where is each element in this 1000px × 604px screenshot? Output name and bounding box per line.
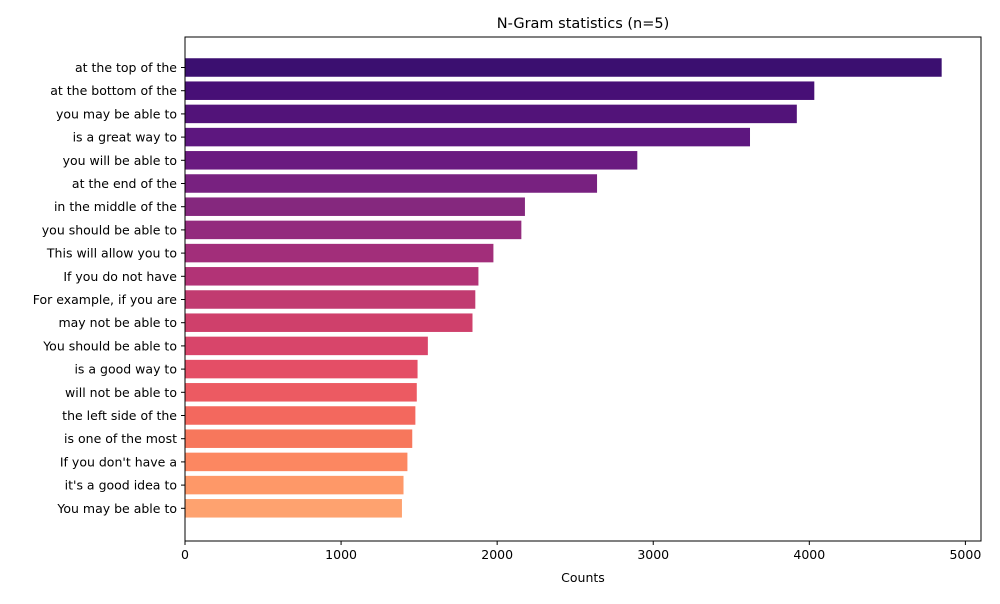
bar-14 <box>185 359 418 379</box>
category-label: it's a good idea to <box>65 478 177 493</box>
bar-7 <box>185 197 525 216</box>
category-label: is one of the most <box>64 431 177 446</box>
category-label: in the middle of the <box>54 199 177 214</box>
category-label: you will be able to <box>63 153 177 168</box>
plot-frame <box>184 36 982 542</box>
category-label: you should be able to <box>42 222 177 237</box>
category-label: at the bottom of the <box>50 83 177 98</box>
bar-8 <box>185 220 522 240</box>
bar-2 <box>185 81 815 100</box>
bar-17 <box>185 429 413 448</box>
category-label: you may be able to <box>56 106 177 121</box>
bars-group <box>185 58 942 518</box>
category-label: is a good way to <box>74 362 177 377</box>
bar-16 <box>185 406 416 425</box>
category-label: This will allow you to <box>46 246 177 261</box>
bar-11 <box>185 290 476 309</box>
bar-19 <box>185 475 404 495</box>
category-label: If you do not have <box>63 269 177 284</box>
bar-4 <box>185 127 751 147</box>
bar-9 <box>185 243 494 263</box>
category-label: You may be able to <box>56 501 177 516</box>
x-tick-label: 2000 <box>481 547 513 562</box>
x-tick-label: 3000 <box>637 547 669 562</box>
category-label: the left side of the <box>62 408 177 423</box>
x-axis-ticks: 0 1000 2000 3000 4000 5000 <box>181 541 981 562</box>
chart-title: N-Gram statistics (n=5) <box>497 16 670 32</box>
x-tick-label: 1000 <box>325 547 357 562</box>
bar-1 <box>185 58 942 77</box>
category-label: You should be able to <box>42 338 177 353</box>
x-axis-label: Counts <box>561 570 605 585</box>
bar-13 <box>185 336 428 356</box>
bar-12 <box>185 313 473 332</box>
category-label: If you don't have a <box>60 454 177 469</box>
x-tick-label: 4000 <box>793 547 825 562</box>
category-label: is a great way to <box>73 130 177 145</box>
category-labels: at the top of the at the bottom of the you… <box>33 60 185 516</box>
category-label: For example, if you are <box>33 292 178 307</box>
bar-15 <box>185 383 417 402</box>
category-label: at the end of the <box>72 176 177 191</box>
x-tick-label: 0 <box>181 547 189 562</box>
bar-18 <box>185 452 408 472</box>
bar-6 <box>185 174 598 193</box>
category-label: at the top of the <box>75 60 177 75</box>
bar-5 <box>185 151 638 170</box>
category-label: may not be able to <box>58 315 177 330</box>
x-tick-label: 5000 <box>949 547 981 562</box>
bar-3 <box>185 104 797 124</box>
bar-10 <box>185 267 479 286</box>
bar-20 <box>185 499 402 518</box>
category-label: will not be able to <box>65 385 177 400</box>
